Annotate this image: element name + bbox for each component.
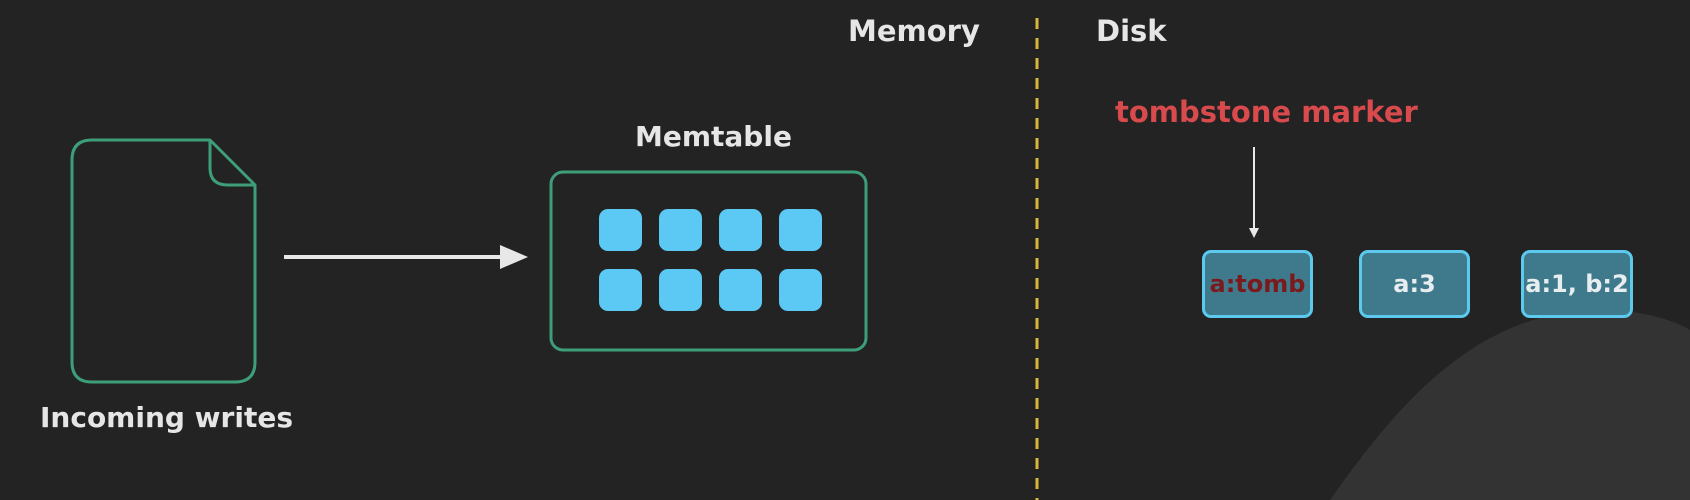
memtable-cell bbox=[599, 269, 642, 311]
document-icon bbox=[70, 138, 257, 384]
memtable-cell bbox=[659, 209, 702, 251]
disk-block-a1-b2: a:1, b:2 bbox=[1521, 250, 1633, 318]
disk-block-tombstone: a:tomb bbox=[1202, 250, 1313, 318]
tombstone-marker-label: tombstone marker bbox=[1115, 95, 1418, 129]
disk-block-a3: a:3 bbox=[1359, 250, 1470, 318]
incoming-writes-label: Incoming writes bbox=[40, 401, 293, 434]
write-arrow bbox=[284, 245, 528, 269]
memtable-cell bbox=[659, 269, 702, 311]
memory-section-label: Memory bbox=[848, 14, 980, 48]
background-blob bbox=[1330, 310, 1690, 500]
memtable-cell bbox=[599, 209, 642, 251]
memtable-cell bbox=[719, 209, 762, 251]
memtable-title: Memtable bbox=[635, 120, 792, 153]
memtable-cell bbox=[719, 269, 762, 311]
memtable-grid bbox=[599, 209, 822, 311]
memtable-box bbox=[549, 170, 868, 352]
memtable-cell bbox=[779, 269, 822, 311]
disk-section-label: Disk bbox=[1096, 14, 1167, 48]
tombstone-arrow bbox=[1249, 147, 1259, 238]
memtable-cell bbox=[779, 209, 822, 251]
